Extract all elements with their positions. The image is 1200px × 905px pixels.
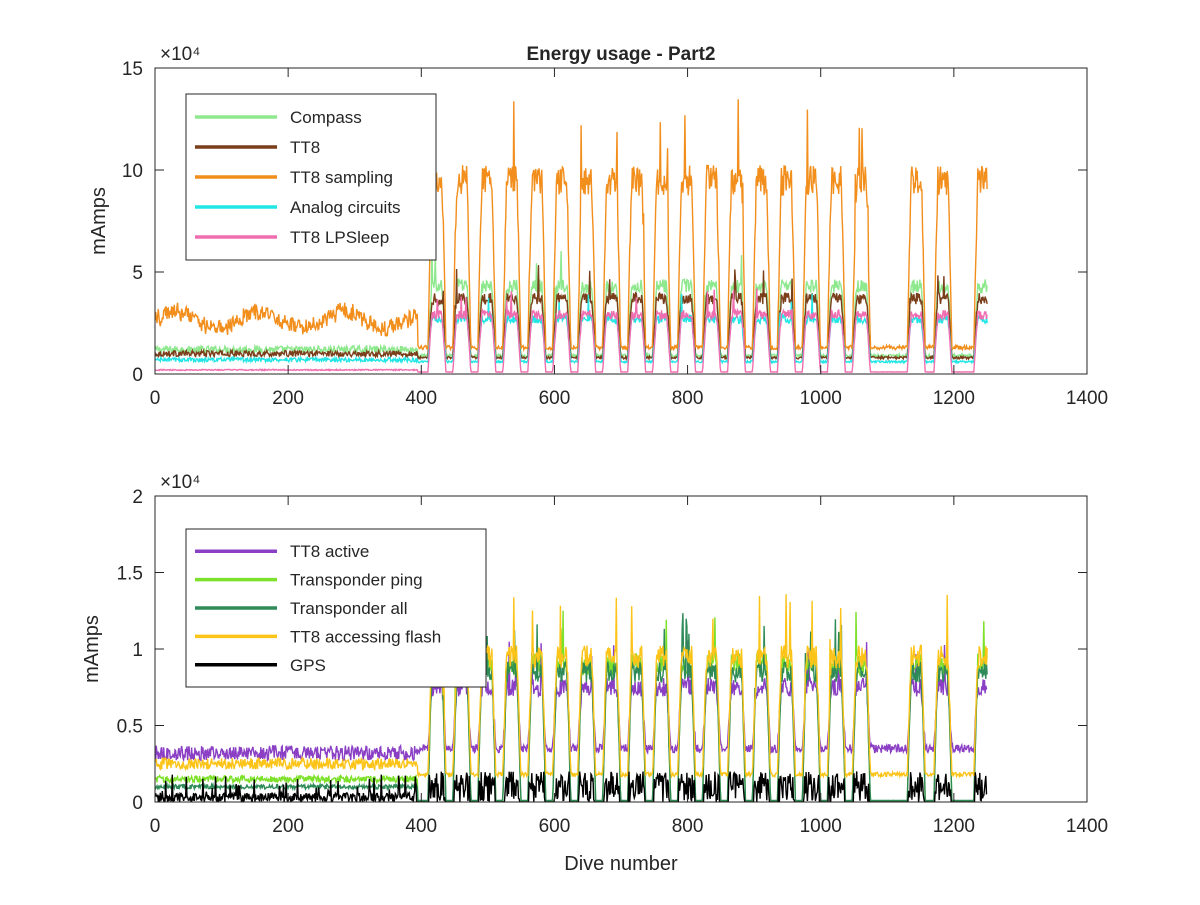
series-line-tt8-active xyxy=(155,640,988,763)
x-tick-label: 400 xyxy=(405,816,437,837)
x-tick-label: 0 xyxy=(150,816,161,837)
x-tick-label: 1200 xyxy=(933,388,975,409)
bottom-y-axis-label: mAmps xyxy=(81,615,103,683)
top-legend: Compass TT8 TT8 sampling Analog circuits TT8… xyxy=(185,93,437,261)
y-tick-label: 1.5 xyxy=(117,564,143,585)
x-tick-label: 800 xyxy=(672,816,704,837)
legend-label: Analog circuits xyxy=(290,198,401,217)
legend-label: Transponder all xyxy=(290,599,408,618)
y-tick-label: 2 xyxy=(132,487,143,508)
series-line-transponder-ping xyxy=(155,610,988,802)
y-tick-label: 0.5 xyxy=(117,717,143,738)
x-tick-label: 400 xyxy=(405,388,437,409)
series-line-tt8-lpsleep xyxy=(155,288,988,374)
y-tick-label: 0 xyxy=(132,365,143,386)
top-y-axis-label: mAmps xyxy=(88,187,110,255)
bottom-axes: 0 200 400 600 800 1000 1200 1400 0 0.5 1 1.5 2 Dive … xyxy=(81,472,1108,875)
bottom-x-axis-label: Dive number xyxy=(564,853,678,875)
x-tick-label: 1400 xyxy=(1066,388,1108,409)
x-tick-label: 600 xyxy=(539,816,571,837)
top-series-group xyxy=(155,99,988,374)
top-y-exponent: ×10⁴ xyxy=(160,44,200,65)
y-tick-label: 0 xyxy=(132,793,143,814)
legend-label: TT8 active xyxy=(290,542,369,561)
bottom-y-exponent: ×10⁴ xyxy=(160,472,200,493)
legend-label: Compass xyxy=(290,108,362,127)
legend-label: Transponder ping xyxy=(290,571,423,590)
x-tick-label: 200 xyxy=(272,816,304,837)
series-line-transponder-all xyxy=(155,613,988,802)
x-tick-label: 600 xyxy=(539,388,571,409)
legend-label: TT8 LPSleep xyxy=(290,228,389,247)
bottom-series-group xyxy=(155,594,988,802)
bottom-ticks: 0 200 400 600 800 1000 1200 1400 0 0.5 1 1.5 2 xyxy=(117,487,1109,837)
top-ticks: 0 200 400 600 800 1000 1200 1400 0 5 10 15 xyxy=(122,59,1108,409)
x-tick-label: 1000 xyxy=(800,816,842,837)
y-tick-label: 5 xyxy=(132,263,143,284)
top-title: Energy usage - Part2 xyxy=(526,44,715,65)
series-line-tt8-accessing-flash xyxy=(155,594,988,779)
x-tick-label: 1400 xyxy=(1066,816,1108,837)
x-tick-label: 0 xyxy=(150,388,161,409)
top-axes: 0 200 400 600 800 1000 1200 1400 0 5 10 15 Energy u… xyxy=(88,44,1108,409)
series-line-analog-circuits xyxy=(155,293,988,366)
x-tick-label: 200 xyxy=(272,388,304,409)
series-line-gps xyxy=(155,770,988,802)
legend-label: GPS xyxy=(290,656,326,675)
x-tick-label: 1000 xyxy=(800,388,842,409)
y-tick-label: 15 xyxy=(122,59,143,80)
legend-label: TT8 xyxy=(290,138,320,157)
y-tick-label: 1 xyxy=(132,640,143,661)
top-axes-box xyxy=(154,67,1088,375)
legend-label: TT8 accessing flash xyxy=(290,627,441,646)
x-tick-label: 1200 xyxy=(933,816,975,837)
y-tick-label: 10 xyxy=(122,161,143,182)
x-tick-label: 800 xyxy=(672,388,704,409)
series-line-tt8-sampling xyxy=(155,99,988,353)
legend-label: TT8 sampling xyxy=(290,168,393,187)
bottom-legend: TT8 active Transponder ping Transponder al… xyxy=(185,528,487,688)
